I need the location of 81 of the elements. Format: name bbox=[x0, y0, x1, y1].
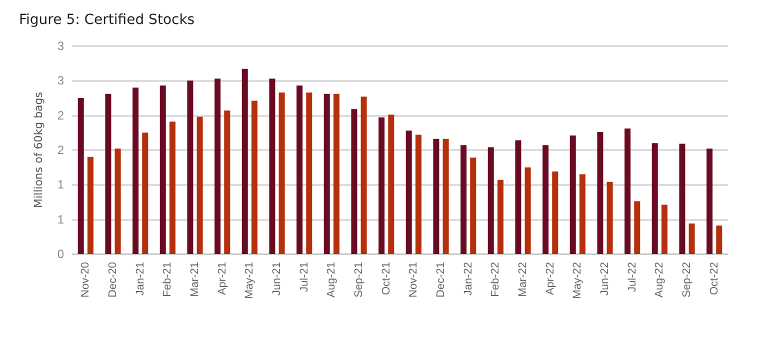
bar bbox=[634, 201, 640, 254]
x-tick-label: May-22 bbox=[572, 262, 584, 299]
bar bbox=[679, 144, 686, 254]
bar bbox=[114, 148, 121, 254]
y-tick-label: 0 bbox=[57, 247, 64, 261]
y-tick-label: 2 bbox=[57, 108, 64, 122]
x-tick-label: Apr-22 bbox=[544, 262, 556, 296]
bar bbox=[360, 96, 367, 254]
bar bbox=[470, 158, 476, 254]
bar bbox=[497, 180, 504, 254]
bar bbox=[214, 78, 221, 254]
bar bbox=[224, 110, 230, 254]
x-tick-label: Mar-21 bbox=[189, 262, 201, 297]
x-tick-label: Mar-22 bbox=[517, 262, 529, 297]
bar bbox=[415, 134, 422, 254]
chart-title: Figure 5: Certified Stocks bbox=[19, 12, 195, 28]
bar bbox=[624, 128, 631, 254]
bar bbox=[169, 122, 176, 254]
bar bbox=[606, 182, 613, 254]
bar bbox=[542, 145, 549, 254]
bar bbox=[78, 98, 84, 254]
bar bbox=[306, 92, 312, 254]
x-tick-label: Feb-21 bbox=[162, 262, 174, 297]
bar bbox=[652, 143, 658, 254]
bar bbox=[324, 94, 330, 254]
y-tick-label: 3 bbox=[57, 74, 64, 88]
x-tick-label: Aug-21 bbox=[326, 262, 338, 298]
x-tick-label: Apr-21 bbox=[216, 262, 228, 296]
bar bbox=[87, 156, 94, 254]
bar bbox=[515, 140, 522, 254]
bar bbox=[388, 114, 394, 254]
bar bbox=[378, 117, 385, 254]
x-tick-label: Dec-21 bbox=[435, 262, 447, 298]
bar bbox=[488, 147, 494, 254]
bar bbox=[433, 138, 440, 254]
x-tick-label: Jan-22 bbox=[462, 262, 474, 296]
x-tick-label: Jun-21 bbox=[271, 262, 283, 296]
bar bbox=[142, 132, 148, 254]
y-axis-title: Millions of 60kg bags bbox=[32, 92, 45, 208]
bar bbox=[552, 171, 558, 254]
x-tick-label: Jan-21 bbox=[134, 262, 146, 296]
bar bbox=[333, 94, 340, 254]
x-tick-label: Nov-21 bbox=[408, 262, 420, 298]
x-tick-label: Jul-21 bbox=[298, 262, 310, 292]
bar bbox=[105, 94, 112, 254]
bar bbox=[406, 130, 412, 254]
x-tick-label: Sep-22 bbox=[681, 262, 693, 298]
bar bbox=[579, 174, 586, 254]
bar bbox=[442, 138, 449, 254]
x-tick-label: Oct-21 bbox=[380, 262, 392, 296]
bar bbox=[460, 145, 467, 254]
bar bbox=[570, 135, 576, 254]
x-tick-label: Jun-22 bbox=[599, 262, 611, 296]
bar bbox=[351, 109, 358, 254]
x-tick-label: Oct-22 bbox=[708, 262, 720, 296]
bar bbox=[597, 132, 604, 254]
y-tick-label: 3 bbox=[57, 39, 64, 53]
bar bbox=[196, 116, 203, 254]
bar bbox=[278, 92, 285, 254]
bar bbox=[524, 167, 531, 254]
y-tick-label: 2 bbox=[57, 143, 64, 157]
y-tick-label: 1 bbox=[57, 178, 64, 192]
bar bbox=[269, 78, 276, 254]
bar bbox=[296, 86, 303, 254]
x-tick-label: May-21 bbox=[244, 262, 256, 299]
x-tick-label: Dec-20 bbox=[107, 262, 119, 298]
bar bbox=[242, 68, 248, 254]
bar bbox=[132, 88, 139, 254]
bar bbox=[661, 204, 668, 254]
y-tick-label: 1 bbox=[57, 212, 64, 226]
bar bbox=[160, 86, 166, 254]
bar bbox=[187, 80, 194, 254]
x-tick-label: Aug-22 bbox=[654, 262, 666, 298]
bar bbox=[706, 148, 713, 254]
x-tick-label: Feb-22 bbox=[490, 262, 502, 297]
x-tick-label: Sep-21 bbox=[353, 262, 365, 298]
bar bbox=[251, 100, 258, 254]
bar bbox=[688, 223, 695, 254]
x-tick-label: Nov-20 bbox=[80, 262, 92, 298]
x-tick-label: Jul-22 bbox=[626, 262, 638, 292]
bar bbox=[716, 226, 722, 254]
